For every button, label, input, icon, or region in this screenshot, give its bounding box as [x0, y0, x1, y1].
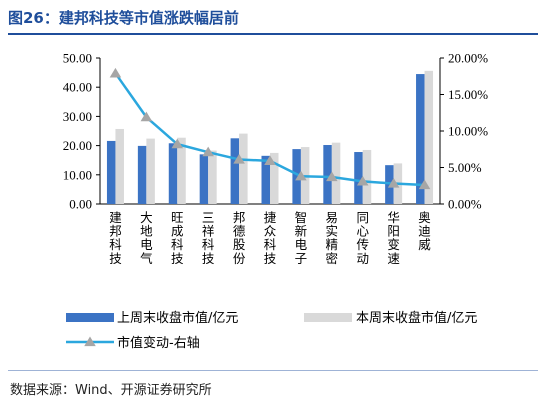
category-label: 建邦科技: [109, 210, 122, 266]
change-marker: [233, 153, 245, 164]
right-tick-label: 10.00%: [448, 124, 488, 139]
bar-last-week: [261, 155, 270, 204]
bar-last-week: [323, 145, 332, 204]
bar-last-week: [199, 154, 209, 204]
legend-label-last-week: 上周末收盘市值/亿元: [117, 310, 238, 326]
right-tick-label: 5.00%: [448, 160, 482, 175]
category-label: 奥迪威: [418, 210, 431, 252]
bar-last-week: [230, 138, 240, 204]
legend-label-change: 市值变动-右轴: [117, 335, 200, 351]
bar-this-week: [424, 70, 434, 205]
bar-this-week: [239, 133, 248, 204]
bar-last-week: [106, 140, 116, 204]
bar-this-week: [177, 137, 186, 204]
legend-swatch-last-week: [66, 313, 114, 322]
left-tick-label: 40.00: [63, 80, 92, 95]
bar-last-week: [292, 149, 301, 204]
bar-this-week: [362, 149, 372, 204]
change-marker: [109, 67, 122, 78]
left-tick-label: 20.00: [63, 138, 92, 153]
bar-last-week: [385, 165, 394, 204]
left-tick-label: 50.00: [63, 51, 92, 66]
legend-marker-change: [84, 336, 96, 347]
right-tick-label: 0.00%: [448, 197, 482, 212]
left-tick-label: 0.00: [69, 197, 92, 212]
change-marker: [295, 170, 307, 181]
change-marker: [264, 155, 276, 166]
left-tick-label: 30.00: [63, 109, 92, 124]
bar-this-week: [146, 138, 155, 204]
bar-this-week: [331, 142, 341, 204]
left-tick-label: 10.00: [63, 167, 92, 182]
change-marker: [326, 171, 338, 182]
source-note: 数据来源：Wind、开源证券研究所: [10, 383, 212, 398]
title-rule: [8, 33, 538, 35]
category-label: 大地电气: [140, 210, 153, 266]
right-tick-label: 20.00%: [448, 51, 488, 66]
bar-last-week: [137, 145, 147, 204]
figure-title: 图26：建邦科技等市值涨跌幅居前: [8, 9, 239, 27]
category-label: 智新电子: [295, 210, 308, 266]
bar-this-week: [115, 128, 124, 204]
bottom-rule: [8, 370, 538, 371]
category-label: 易实精密: [326, 210, 339, 266]
category-label: 旺成科技: [171, 210, 184, 266]
bar-last-week: [354, 152, 363, 204]
tick-labels: 0.00 10.00 20.00 30.00 40.00 50.00 0.00% 5.00% 1…: [63, 51, 489, 266]
bar-this-week: [270, 152, 279, 204]
category-label: 三祥科技: [202, 210, 215, 266]
right-tick-label: 15.00%: [448, 87, 488, 102]
change-marker: [356, 175, 369, 186]
category-label: 捷众科技: [264, 210, 277, 266]
change-marker: [387, 178, 400, 188]
change-marker: [140, 111, 153, 122]
category-label: 同心传动: [356, 210, 369, 266]
chart: 0.00 10.00 20.00 30.00 40.00 50.00 0.00% 5.00% 1…: [63, 51, 489, 352]
bar-this-week: [208, 150, 217, 204]
legend-swatch-this-week: [304, 313, 352, 322]
category-label: 邦德股份: [233, 210, 246, 266]
change-marker: [171, 138, 184, 149]
change-line: [109, 67, 431, 190]
legend-label-this-week: 本周末收盘市值/亿元: [356, 310, 477, 326]
category-label: 华阳变速: [387, 210, 400, 266]
bar-last-week: [168, 143, 178, 204]
bar-last-week: [416, 74, 425, 204]
change-marker: [202, 146, 214, 157]
change-marker: [418, 179, 431, 190]
